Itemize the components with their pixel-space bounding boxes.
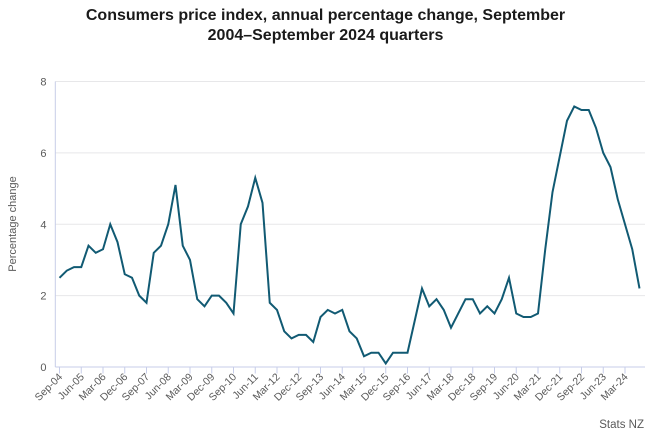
source-label: Stats NZ xyxy=(599,419,644,431)
y-tick-label: 2 xyxy=(40,291,46,303)
cpi-line xyxy=(58,105,641,366)
y-tick-label: 8 xyxy=(40,77,46,89)
y-axis-title: Percentage change xyxy=(7,176,19,271)
chart-title-line-2: 2004–September 2024 quarters xyxy=(207,27,444,44)
y-tick-label: 0 xyxy=(40,362,46,374)
y-tick-label: 4 xyxy=(40,219,46,231)
chart-title-line-1: Consumers price index, annual percentage… xyxy=(85,7,566,24)
y-tick-label: 6 xyxy=(40,148,46,160)
chart-title: Consumers price index, annual percentage… xyxy=(0,6,651,46)
